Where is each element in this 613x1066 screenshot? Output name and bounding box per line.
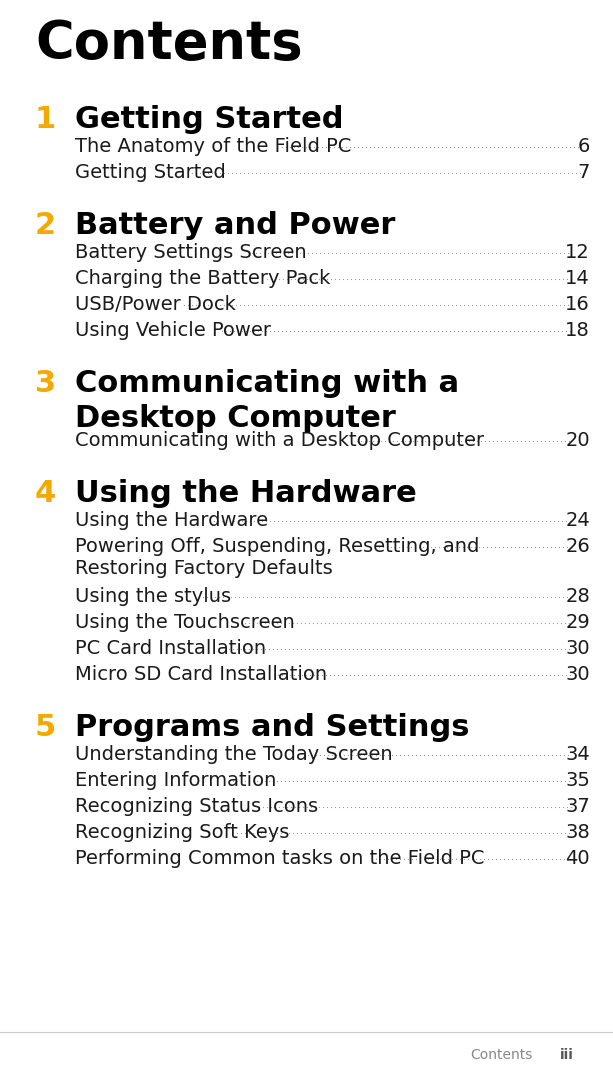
Text: Communicating with a Desktop Computer: Communicating with a Desktop Computer <box>75 431 484 450</box>
Text: Using the Hardware: Using the Hardware <box>75 479 417 508</box>
Text: Understanding the Today Screen: Understanding the Today Screen <box>75 745 392 764</box>
Text: 37: 37 <box>565 797 590 815</box>
Text: 38: 38 <box>565 823 590 842</box>
Text: 2: 2 <box>35 211 56 240</box>
Text: Using the Touchscreen: Using the Touchscreen <box>75 613 295 632</box>
Text: Getting Started: Getting Started <box>75 104 343 134</box>
Text: iii: iii <box>560 1048 574 1062</box>
Text: 40: 40 <box>565 849 590 868</box>
Text: Micro SD Card Installation: Micro SD Card Installation <box>75 665 327 684</box>
Text: Contents: Contents <box>35 18 303 70</box>
Text: Using Vehicle Power: Using Vehicle Power <box>75 321 271 340</box>
Text: 34: 34 <box>565 745 590 764</box>
Text: 35: 35 <box>565 771 590 790</box>
Text: Programs and Settings: Programs and Settings <box>75 713 470 742</box>
Text: Recognizing Soft Keys: Recognizing Soft Keys <box>75 823 289 842</box>
Text: 3: 3 <box>35 369 56 398</box>
Text: 29: 29 <box>565 613 590 632</box>
Text: USB/Power Dock: USB/Power Dock <box>75 295 236 314</box>
Text: 6: 6 <box>577 138 590 156</box>
Text: 1: 1 <box>35 104 56 134</box>
Text: Getting Started: Getting Started <box>75 163 226 182</box>
Text: 16: 16 <box>565 295 590 314</box>
Text: Performing Common tasks on the Field PC: Performing Common tasks on the Field PC <box>75 849 484 868</box>
Text: Using the Hardware: Using the Hardware <box>75 511 268 530</box>
Text: Battery and Power: Battery and Power <box>75 211 395 240</box>
Text: 5: 5 <box>35 713 56 742</box>
Text: 18: 18 <box>565 321 590 340</box>
Text: The Anatomy of the Field PC: The Anatomy of the Field PC <box>75 138 351 156</box>
Text: 20: 20 <box>565 431 590 450</box>
Text: 12: 12 <box>565 243 590 262</box>
Text: 7: 7 <box>577 163 590 182</box>
Text: 24: 24 <box>565 511 590 530</box>
Text: 30: 30 <box>565 639 590 658</box>
Text: 4: 4 <box>35 479 56 508</box>
Text: 28: 28 <box>565 587 590 605</box>
Text: 26: 26 <box>565 537 590 556</box>
Text: Powering Off, Suspending, Resetting, and
Restoring Factory Defaults: Powering Off, Suspending, Resetting, and… <box>75 537 479 578</box>
Text: Contents: Contents <box>470 1048 532 1062</box>
Text: Recognizing Status Icons: Recognizing Status Icons <box>75 797 318 815</box>
Text: Entering Information: Entering Information <box>75 771 276 790</box>
Text: Using the stylus: Using the stylus <box>75 587 231 605</box>
Text: PC Card Installation: PC Card Installation <box>75 639 266 658</box>
Text: Battery Settings Screen: Battery Settings Screen <box>75 243 306 262</box>
Text: Communicating with a
Desktop Computer: Communicating with a Desktop Computer <box>75 369 459 433</box>
Text: 14: 14 <box>565 269 590 288</box>
Text: Charging the Battery Pack: Charging the Battery Pack <box>75 269 330 288</box>
Text: 30: 30 <box>565 665 590 684</box>
